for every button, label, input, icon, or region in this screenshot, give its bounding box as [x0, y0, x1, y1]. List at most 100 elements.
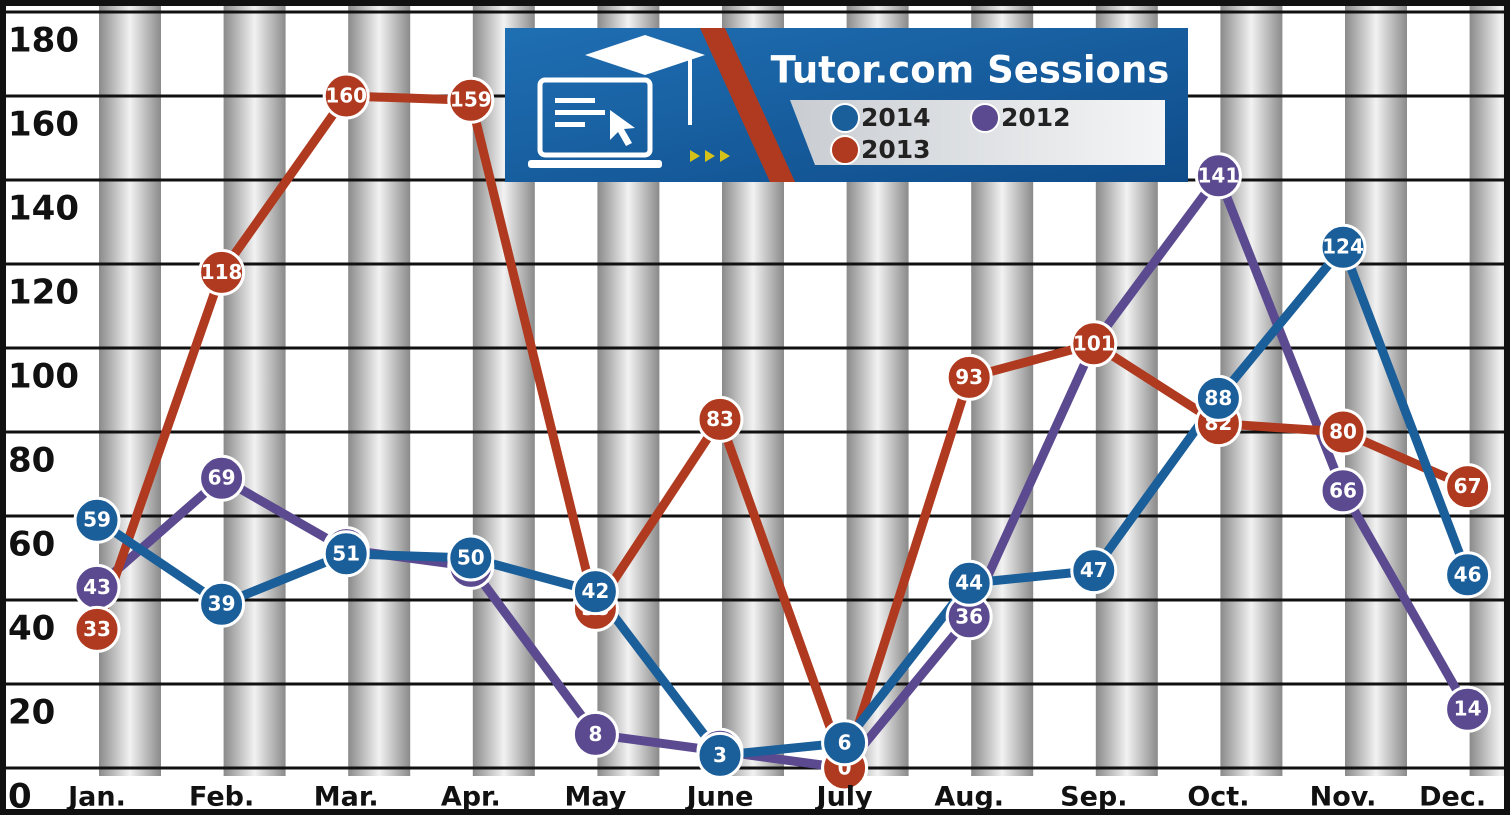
legend-swatch	[830, 103, 860, 133]
grid	[5, 10, 1505, 770]
data-label: 14	[1454, 697, 1482, 721]
icon-line	[555, 122, 585, 127]
arrow-icon	[690, 150, 700, 162]
y-tick-label: 120	[8, 273, 79, 313]
axes: Jan. Feb. Mar. Apr. May June July Aug. Sep. Oct. N…	[8, 21, 1486, 815]
x-tick-label: Feb.	[189, 782, 254, 813]
data-point	[198, 454, 246, 502]
data-label: 6	[838, 730, 852, 754]
data-point	[1444, 463, 1492, 511]
data-point	[447, 534, 495, 582]
cap-icon	[585, 35, 705, 75]
data-point	[198, 248, 246, 296]
data-label: 59	[83, 508, 111, 532]
data-point	[198, 580, 246, 628]
x-tick-label: May	[564, 782, 626, 813]
y-tick-label: 180	[8, 21, 79, 61]
arrow-icon	[720, 150, 730, 162]
data-point	[571, 710, 619, 758]
icon-line	[555, 98, 595, 103]
stripe	[348, 6, 411, 776]
legend: 2014 2012 2013	[830, 103, 1071, 165]
data-point	[322, 72, 370, 120]
data-point	[73, 605, 121, 653]
data-point	[1194, 374, 1242, 422]
data-label: 141	[1198, 163, 1240, 187]
y-tick-label: 80	[8, 441, 55, 481]
x-tick-label: Aug.	[934, 782, 1004, 813]
series-line	[94, 171, 1472, 773]
data-point	[1194, 152, 1242, 200]
legend-background	[790, 100, 1165, 165]
data-point	[73, 496, 121, 544]
y-tick-label: 0	[8, 777, 32, 815]
title-panel: Tutor.com Sessions	[505, 28, 1188, 182]
stripe	[99, 6, 161, 776]
data-point	[696, 395, 744, 443]
data-label: 44	[955, 571, 983, 595]
data-point	[945, 353, 993, 401]
stripe	[1469, 6, 1510, 776]
data-label: 124	[1322, 235, 1364, 259]
data-label: 88	[1204, 386, 1232, 410]
x-tick-label: June	[685, 782, 754, 813]
data-label: 66	[1329, 478, 1357, 502]
data-label: 69	[208, 466, 236, 490]
data-label: 101	[1073, 331, 1115, 355]
data-label: 118	[201, 260, 243, 284]
chart-title: Tutor.com Sessions	[771, 49, 1170, 92]
x-tick-label: Dec.	[1419, 782, 1486, 813]
legend-label: 2014	[861, 103, 931, 132]
data-label: 160	[325, 84, 367, 108]
data-point	[1444, 685, 1492, 733]
data-label: 67	[1454, 474, 1482, 498]
arrow-icon	[705, 150, 715, 162]
x-tick-label: Jan.	[66, 782, 126, 813]
legend-swatch	[830, 135, 860, 165]
legend-label: 2012	[1001, 103, 1071, 132]
x-tick-label: Sep.	[1060, 782, 1127, 813]
x-tick-label: Apr.	[441, 782, 501, 813]
data-label: 33	[83, 617, 111, 641]
data-point	[1070, 547, 1118, 595]
data-label: 50	[457, 546, 485, 570]
icon-line	[555, 110, 605, 115]
data-label: 47	[1080, 558, 1108, 582]
data-label: 8	[588, 722, 602, 746]
data-label: 36	[955, 604, 983, 628]
data-point	[571, 568, 619, 616]
x-tick-label: Nov.	[1310, 782, 1377, 813]
dots: 4369524884036101141661433118160159388309…	[73, 72, 1492, 792]
x-tick-label: Mar.	[314, 782, 379, 813]
data-label: 80	[1329, 420, 1357, 444]
data-point	[1319, 408, 1367, 456]
x-tick-label: July	[815, 782, 874, 813]
data-point	[945, 559, 993, 607]
data-point	[1319, 467, 1367, 515]
data-label: 159	[450, 88, 492, 112]
data-label: 51	[332, 541, 360, 565]
data-point	[821, 719, 869, 767]
title-accent	[700, 28, 795, 182]
data-point	[1319, 223, 1367, 271]
y-tick-label: 140	[8, 189, 79, 229]
data-label: 42	[581, 579, 609, 603]
data-point	[1444, 551, 1492, 599]
data-label: 3	[713, 743, 727, 767]
data-label: 83	[706, 407, 734, 431]
x-tick-label: Oct.	[1187, 782, 1249, 813]
laptop-icon	[537, 77, 653, 158]
data-label: 46	[1454, 562, 1482, 586]
data-label: 93	[955, 365, 983, 389]
legend-swatch	[970, 103, 1000, 133]
cursor-icon	[610, 110, 635, 146]
data-point	[447, 76, 495, 124]
data-label: 39	[208, 592, 236, 616]
data-point	[1070, 320, 1118, 368]
y-tick-label: 60	[8, 525, 55, 565]
stripe	[223, 6, 286, 776]
laptop-base	[528, 160, 662, 168]
